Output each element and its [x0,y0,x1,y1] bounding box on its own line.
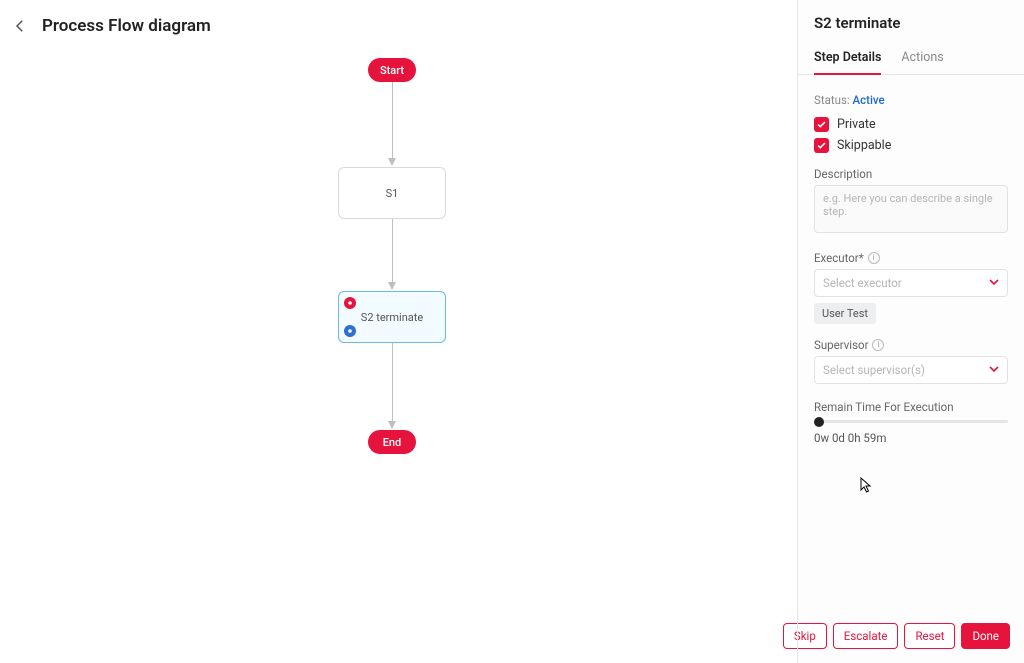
private-row[interactable]: Private [814,117,1008,132]
info-icon[interactable]: i [868,252,880,264]
tab-actions[interactable]: Actions [901,50,943,74]
flow-canvas[interactable]: Process Flow diagram StartS1S2 terminate… [0,0,798,663]
flow-edge [392,343,393,422]
chevron-down-icon [989,363,999,377]
slider-thumb[interactable] [814,417,824,427]
private-badge [344,297,356,309]
info-icon[interactable]: i [872,339,884,351]
done-button[interactable]: Done [961,623,1010,649]
panel-tabs: Step Details Actions [798,32,1024,75]
flow-edge [392,82,393,159]
arrow-icon [388,421,397,430]
skippable-row[interactable]: Skippable [814,138,1008,153]
executor-placeholder: Select executor [823,276,902,290]
panel-footer: Skip Escalate Reset Done [798,612,1024,663]
status-value: Active [853,93,885,107]
flow-node-s2[interactable]: S2 terminate [338,291,446,343]
tab-step-details[interactable]: Step Details [814,50,881,75]
skippable-label: Skippable [837,138,891,153]
flow-node-label: S1 [386,187,399,200]
flow-node-end[interactable]: End [368,430,416,454]
status-row: Status: Active [814,93,1008,107]
supervisor-label: Supervisor i [814,338,1008,352]
chevron-down-icon [989,276,999,290]
remain-value: 0w 0d 0h 59m [814,431,1008,445]
flow-node-label: End [383,436,402,449]
description-label: Description [814,167,1008,181]
panel-title: S2 terminate [798,0,1024,32]
skippable-checkbox[interactable] [814,138,829,153]
executor-chip[interactable]: User Test [814,303,876,324]
executor-select[interactable]: Select executor [814,269,1008,297]
supervisor-select[interactable]: Select supervisor(s) [814,356,1008,384]
skippable-badge [344,325,356,337]
details-panel: S2 terminate Step Details Actions Status… [798,0,1024,663]
arrow-icon [388,282,397,291]
flow-node-start[interactable]: Start [368,58,416,82]
escalate-button[interactable]: Escalate [833,623,899,649]
private-checkbox[interactable] [814,117,829,132]
executor-label: Executor* i [814,251,1008,265]
private-label: Private [837,117,876,132]
flow-node-s1[interactable]: S1 [338,167,446,219]
flow-edge [392,219,393,283]
reset-button[interactable]: Reset [904,623,955,649]
status-label: Status: [814,93,850,107]
description-input[interactable] [814,185,1008,233]
flow-node-label: Start [380,64,404,77]
remain-slider[interactable] [814,420,1008,423]
arrow-icon [388,158,397,167]
remain-label: Remain Time For Execution [814,400,1008,414]
flow-node-label: S2 terminate [361,311,423,324]
supervisor-placeholder: Select supervisor(s) [823,363,925,377]
